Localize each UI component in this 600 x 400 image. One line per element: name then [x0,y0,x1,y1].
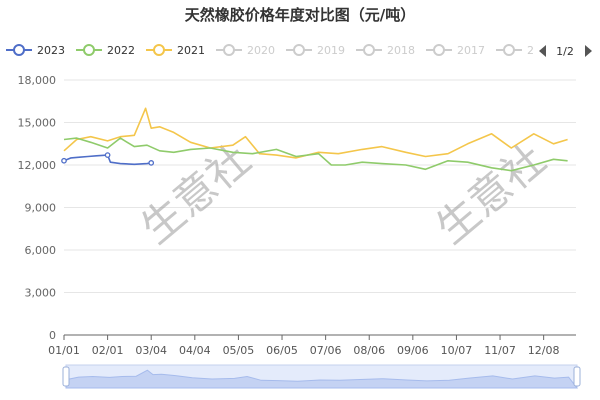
chart-title: 天然橡胶价格年度对比图（元/吨） [185,6,415,24]
x-tick-label: 07/06 [310,344,342,357]
legend-prev-icon[interactable] [539,45,546,57]
slider-handle[interactable] [573,366,581,387]
watermark: 生意社 [427,135,555,254]
legend-label: 2018 [387,44,415,57]
y-tick-label: 18,000 [18,74,57,87]
legend-marker [363,44,375,56]
legend-next-icon[interactable] [585,45,592,57]
series-point-2023 [61,157,67,164]
x-tick-label: 05/05 [223,344,255,357]
legend-label: 2020 [247,44,275,57]
x-tick-label: 06/05 [266,344,298,357]
x-tick-label: 03/04 [135,344,167,357]
legend: 2023 2022 2021 2020 2019 2018 2017 2 1/2 [6,44,592,58]
series-point-2023 [148,160,155,166]
series-point-2023 [104,152,111,158]
legend-label: 2017 [457,44,485,57]
legend-item-2023[interactable]: 2023 [6,44,65,57]
y-axis: 0 3,000 6,000 9,000 12,000 15,000 18,000 [18,74,57,342]
legend-item-2019[interactable]: 2019 [286,44,345,57]
y-tick-label: 6,000 [25,244,57,257]
legend-label: 2022 [107,44,135,57]
legend-item-2020[interactable]: 2020 [216,44,275,57]
x-tick-label: 02/01 [92,344,124,357]
x-tick-label: 10/07 [441,344,473,357]
y-tick-label: 15,000 [18,117,57,130]
y-tick-label: 12,000 [18,159,57,172]
y-tick-label: 0 [49,329,56,342]
legend-page-label: 1/2 [556,45,574,58]
legend-marker [293,44,305,56]
y-tick-label: 9,000 [25,202,57,215]
legend-marker [223,44,235,56]
x-tick-label: 04/04 [179,344,211,357]
legend-marker [83,44,95,56]
legend-marker [433,44,445,56]
x-tick-label: 09/06 [397,344,429,357]
y-tick-label: 3,000 [25,287,57,300]
legend-label: 2023 [37,44,65,57]
legend-item-2[interactable]: 2 [496,44,534,57]
x-tick-label: 11/07 [484,344,516,357]
x-tick-label: 12/08 [528,344,560,357]
legend-item-2017[interactable]: 2017 [426,44,485,57]
legend-label: 2021 [177,44,205,57]
legend-marker [13,44,25,56]
legend-marker [503,44,515,56]
x-tick-label: 08/06 [353,344,385,357]
legend-item-2021[interactable]: 2021 [146,44,205,57]
legend-label: 2 [527,44,534,57]
series-line-2022 [63,137,568,172]
slider-overview-area [65,369,579,389]
series-line-2021 [63,107,568,159]
x-tick-label: 01/01 [48,344,80,357]
legend-label: 2019 [317,44,345,57]
legend-item-2018[interactable]: 2018 [356,44,415,57]
data-zoom-slider[interactable] [62,364,581,389]
legend-marker [153,44,165,56]
slider-handle[interactable] [62,366,70,387]
x-axis: 01/01 02/01 03/04 04/04 05/05 06/05 07/06 08/06… [48,334,576,357]
legend-item-2022[interactable]: 2022 [76,44,135,57]
series [61,107,568,172]
